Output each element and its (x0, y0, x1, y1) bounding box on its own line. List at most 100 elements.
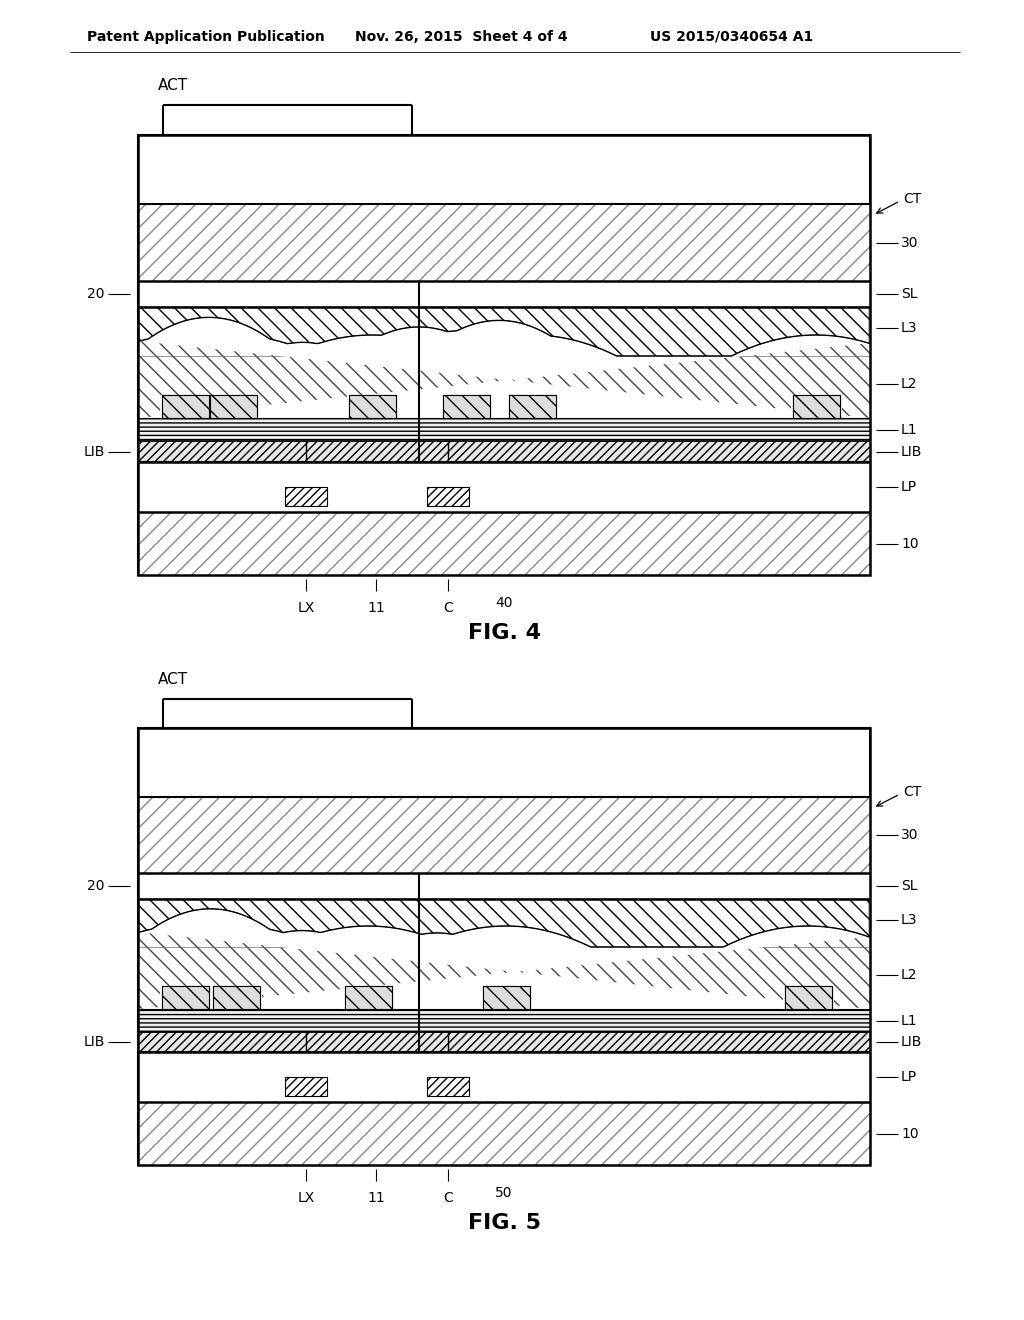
Polygon shape (139, 899, 869, 946)
Bar (162, 395, 209, 418)
Text: CT: CT (903, 191, 922, 206)
Bar (443, 395, 490, 418)
Bar (343, 986, 394, 1008)
Text: LIB: LIB (84, 1035, 105, 1049)
Bar (138, 462, 870, 512)
Text: LX: LX (297, 1191, 314, 1205)
Bar (138, 899, 870, 957)
Bar (162, 986, 209, 1008)
Bar (160, 395, 211, 418)
Bar (427, 1077, 469, 1096)
Bar (138, 135, 870, 576)
Bar (483, 986, 530, 1008)
Bar (138, 946, 870, 1008)
Text: LIB: LIB (901, 1035, 923, 1049)
Bar (285, 1077, 327, 1096)
Bar (210, 395, 257, 418)
Bar (138, 418, 870, 441)
Bar (138, 1032, 870, 1052)
Bar (138, 356, 870, 418)
Text: ACT: ACT (158, 78, 188, 92)
Bar (210, 395, 257, 418)
Bar (138, 281, 870, 308)
Polygon shape (139, 908, 869, 1008)
Text: L1: L1 (901, 1014, 918, 1028)
Bar (785, 986, 831, 1008)
Polygon shape (139, 308, 869, 356)
Text: L2: L2 (901, 378, 918, 391)
Bar (427, 487, 469, 506)
Bar (481, 986, 532, 1008)
Bar (213, 986, 260, 1008)
Bar (349, 395, 396, 418)
Bar (483, 986, 530, 1008)
Text: L3: L3 (901, 913, 918, 927)
Bar (793, 395, 840, 418)
Text: 20: 20 (87, 286, 105, 301)
Bar (443, 395, 490, 418)
Text: L2: L2 (901, 968, 918, 982)
Bar (785, 986, 831, 1008)
Bar (138, 1032, 870, 1052)
Text: C: C (443, 601, 453, 615)
Bar (162, 986, 209, 1008)
Bar (160, 986, 211, 1008)
Text: LP: LP (901, 480, 918, 494)
Bar (783, 986, 834, 1008)
Text: C: C (443, 1191, 453, 1205)
Text: LIB: LIB (901, 445, 923, 459)
Text: Patent Application Publication: Patent Application Publication (87, 30, 325, 44)
Bar (138, 205, 870, 281)
Bar (793, 395, 840, 418)
Bar (509, 395, 556, 418)
Bar (349, 395, 396, 418)
Bar (138, 729, 870, 1166)
Text: LIB: LIB (84, 445, 105, 459)
Text: ACT: ACT (158, 672, 188, 686)
Bar (138, 512, 870, 576)
Bar (138, 1052, 870, 1102)
Bar (138, 729, 870, 1166)
Text: SL: SL (901, 286, 918, 301)
Bar (138, 797, 870, 873)
Bar (441, 395, 492, 418)
Bar (345, 986, 392, 1008)
Bar (507, 395, 558, 418)
Bar (138, 441, 870, 462)
Text: LX: LX (297, 601, 314, 615)
Bar (213, 986, 260, 1008)
Text: FIG. 4: FIG. 4 (468, 623, 541, 643)
Bar (208, 395, 259, 418)
Text: 30: 30 (901, 828, 919, 842)
Bar (211, 986, 262, 1008)
Bar (138, 308, 870, 366)
Bar (138, 1102, 870, 1166)
Bar (285, 487, 327, 506)
Text: 10: 10 (901, 537, 919, 550)
Polygon shape (139, 317, 869, 418)
Text: 40: 40 (496, 597, 513, 610)
Bar (138, 1008, 870, 1032)
Text: SL: SL (901, 879, 918, 894)
Bar (791, 395, 842, 418)
Bar (347, 395, 398, 418)
Text: FIG. 5: FIG. 5 (468, 1213, 541, 1233)
Text: 11: 11 (368, 601, 385, 615)
Bar (138, 441, 870, 462)
Bar (509, 395, 556, 418)
Bar (162, 395, 209, 418)
Text: LP: LP (901, 1071, 918, 1084)
Text: CT: CT (903, 785, 922, 799)
Text: L3: L3 (901, 321, 918, 335)
Text: 10: 10 (901, 1127, 919, 1140)
Bar (345, 986, 392, 1008)
Bar (138, 135, 870, 576)
Text: L1: L1 (901, 422, 918, 437)
Text: 20: 20 (87, 879, 105, 894)
Bar (138, 873, 870, 899)
Text: US 2015/0340654 A1: US 2015/0340654 A1 (650, 30, 813, 44)
Text: 30: 30 (901, 236, 919, 249)
Text: 11: 11 (368, 1191, 385, 1205)
Text: Nov. 26, 2015  Sheet 4 of 4: Nov. 26, 2015 Sheet 4 of 4 (355, 30, 567, 44)
Text: 50: 50 (496, 1185, 513, 1200)
